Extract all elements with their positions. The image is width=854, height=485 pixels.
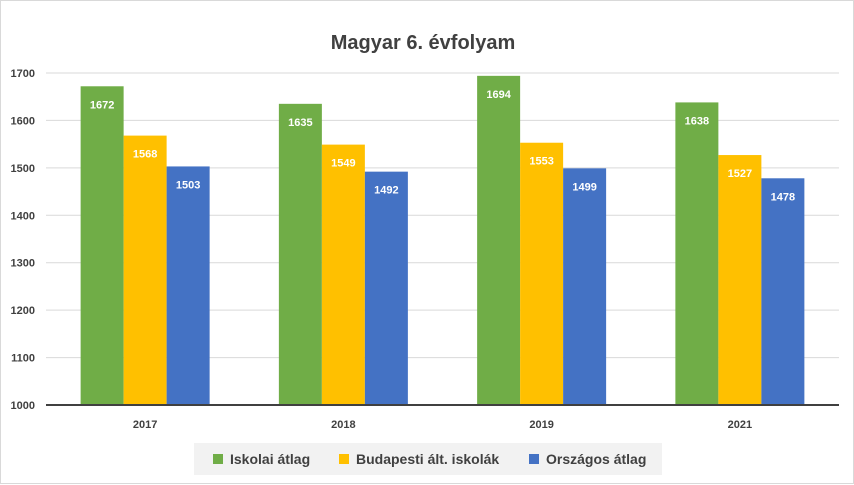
legend-swatch: [529, 454, 539, 464]
data-label: 1635: [288, 117, 312, 129]
data-label: 1553: [529, 156, 553, 168]
legend-label: Budapesti ált. iskolák: [356, 451, 499, 467]
bar: [166, 166, 210, 405]
bar: [278, 103, 322, 405]
bar: [123, 135, 167, 405]
data-label: 1478: [771, 191, 795, 203]
legend-swatch: [339, 454, 349, 464]
legend-label: Országos átlag: [546, 451, 646, 467]
y-tick-label: 1700: [11, 68, 35, 80]
chart-title: Magyar 6. évfolyam: [331, 32, 516, 54]
legend-label: Iskolai átlag: [230, 451, 310, 467]
data-label: 1527: [728, 168, 752, 180]
bar: [321, 144, 365, 406]
legend-box: [194, 443, 662, 475]
legend: Iskolai átlag Budapesti ált. iskolák Orszá…: [194, 443, 662, 475]
y-tick-label: 1100: [11, 353, 35, 365]
x-tick-label: 2021: [728, 419, 752, 431]
data-label: 1503: [176, 179, 200, 191]
legend-swatch: [213, 454, 223, 464]
y-tick-label: 1400: [11, 210, 35, 222]
data-label: 1694: [486, 89, 511, 101]
y-tick-label: 1300: [11, 258, 35, 270]
y-tick-label: 1500: [11, 163, 35, 175]
bar: [80, 86, 124, 405]
bar: [477, 75, 521, 406]
data-label: 1672: [90, 99, 114, 111]
y-tick-label: 1600: [11, 115, 35, 127]
bar: [761, 178, 805, 405]
bar: [718, 155, 762, 405]
bars: [80, 75, 805, 406]
bar: [364, 171, 408, 405]
data-labels: 1672 1568 1503 1635 1549 1492 1694 1553 1499 1638…: [90, 89, 795, 203]
bar: [563, 168, 607, 405]
y-tick-label: 1000: [11, 400, 35, 412]
bar: [675, 102, 719, 406]
x-tick-label: 2017: [133, 419, 157, 431]
y-tick-label: 1200: [11, 305, 35, 317]
data-label: 1568: [133, 149, 157, 161]
x-tick-label: 2018: [331, 419, 355, 431]
data-label: 1549: [331, 158, 355, 170]
x-tick-label: 2019: [529, 419, 553, 431]
x-axis: 2017 2018 2019 2021: [46, 404, 839, 431]
bar: [520, 142, 564, 405]
data-label: 1492: [374, 185, 398, 197]
y-axis: 1000 1100 1200 1300 1400 1500 1600 1700: [11, 68, 35, 412]
data-label: 1499: [572, 181, 596, 193]
data-label: 1638: [685, 115, 709, 127]
